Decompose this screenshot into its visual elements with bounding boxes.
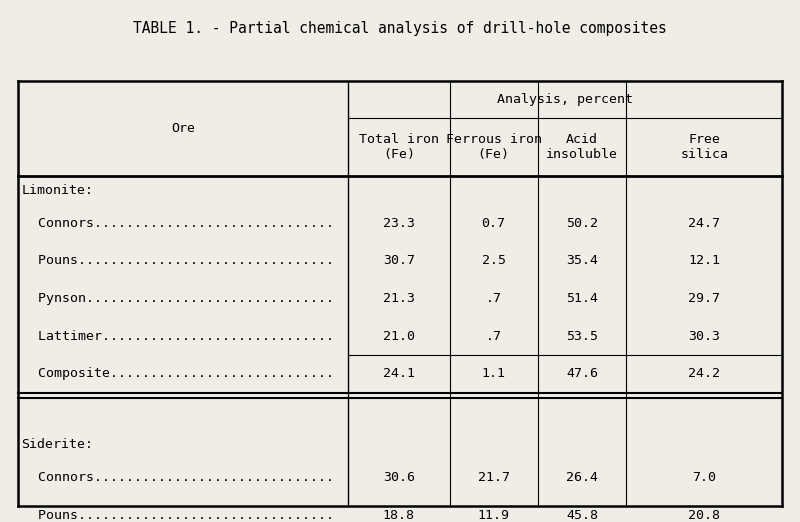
Text: 50.2: 50.2: [566, 217, 598, 230]
Text: Connors..............................: Connors..............................: [22, 217, 334, 230]
Text: Connors..............................: Connors..............................: [22, 471, 334, 484]
Text: Ferrous iron
(Fe): Ferrous iron (Fe): [446, 133, 542, 161]
Text: .7: .7: [486, 330, 502, 342]
Text: Analysis, percent: Analysis, percent: [498, 93, 634, 106]
Text: Free
silica: Free silica: [681, 133, 729, 161]
Text: Composite............................: Composite............................: [22, 367, 334, 380]
Text: Ore: Ore: [171, 122, 195, 135]
Text: 23.3: 23.3: [383, 217, 415, 230]
Text: 20.8: 20.8: [689, 509, 721, 521]
Text: 11.9: 11.9: [478, 509, 510, 521]
Text: 30.6: 30.6: [383, 471, 415, 484]
Text: Pynson...............................: Pynson...............................: [22, 292, 334, 305]
Text: .7: .7: [486, 292, 502, 305]
Text: 53.5: 53.5: [566, 330, 598, 342]
Text: 29.7: 29.7: [689, 292, 721, 305]
Text: Acid
insoluble: Acid insoluble: [546, 133, 618, 161]
Text: 12.1: 12.1: [689, 255, 721, 267]
Text: 1.1: 1.1: [482, 367, 506, 380]
Text: 24.1: 24.1: [383, 367, 415, 380]
Text: 47.6: 47.6: [566, 367, 598, 380]
Text: 24.7: 24.7: [689, 217, 721, 230]
Text: Limonite:: Limonite:: [22, 184, 94, 197]
Text: 51.4: 51.4: [566, 292, 598, 305]
Text: Lattimer.............................: Lattimer.............................: [22, 330, 334, 342]
Text: 18.8: 18.8: [383, 509, 415, 521]
Text: 21.7: 21.7: [478, 471, 510, 484]
Text: 30.7: 30.7: [383, 255, 415, 267]
Text: Pouns................................: Pouns................................: [22, 509, 334, 521]
Text: 26.4: 26.4: [566, 471, 598, 484]
Text: 24.2: 24.2: [689, 367, 721, 380]
Text: 45.8: 45.8: [566, 509, 598, 521]
Text: Siderite:: Siderite:: [22, 438, 94, 451]
Text: 7.0: 7.0: [693, 471, 717, 484]
Text: 35.4: 35.4: [566, 255, 598, 267]
Text: 2.5: 2.5: [482, 255, 506, 267]
Text: 21.3: 21.3: [383, 292, 415, 305]
Text: 0.7: 0.7: [482, 217, 506, 230]
Text: TABLE 1. - Partial chemical analysis of drill-hole composites: TABLE 1. - Partial chemical analysis of …: [133, 21, 667, 36]
Text: 21.0: 21.0: [383, 330, 415, 342]
Text: Pouns................................: Pouns................................: [22, 255, 334, 267]
Text: 30.3: 30.3: [689, 330, 721, 342]
Text: Total iron
(Fe): Total iron (Fe): [359, 133, 439, 161]
